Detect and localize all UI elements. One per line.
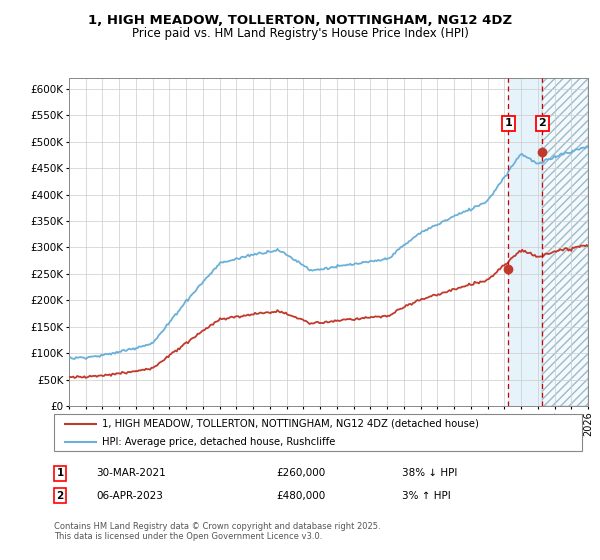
Bar: [542, 78, 588, 406]
Text: 1, HIGH MEADOW, TOLLERTON, NOTTINGHAM, NG12 4DZ (detached house): 1, HIGH MEADOW, TOLLERTON, NOTTINGHAM, N…: [101, 418, 478, 428]
Text: HPI: Average price, detached house, Rushcliffe: HPI: Average price, detached house, Rush…: [101, 437, 335, 447]
Text: 2: 2: [56, 491, 64, 501]
FancyBboxPatch shape: [54, 414, 582, 451]
Text: 30-MAR-2021: 30-MAR-2021: [96, 468, 166, 478]
Text: 1: 1: [505, 118, 512, 128]
Text: £480,000: £480,000: [276, 491, 325, 501]
Text: 3% ↑ HPI: 3% ↑ HPI: [402, 491, 451, 501]
Bar: [542, 78, 588, 406]
Text: 1: 1: [56, 468, 64, 478]
Bar: [508, 78, 542, 406]
Text: 1, HIGH MEADOW, TOLLERTON, NOTTINGHAM, NG12 4DZ: 1, HIGH MEADOW, TOLLERTON, NOTTINGHAM, N…: [88, 14, 512, 27]
Text: 06-APR-2023: 06-APR-2023: [96, 491, 163, 501]
Text: 38% ↓ HPI: 38% ↓ HPI: [402, 468, 457, 478]
Text: 2: 2: [538, 118, 546, 128]
Text: £260,000: £260,000: [276, 468, 325, 478]
Text: Price paid vs. HM Land Registry's House Price Index (HPI): Price paid vs. HM Land Registry's House …: [131, 27, 469, 40]
Text: Contains HM Land Registry data © Crown copyright and database right 2025.
This d: Contains HM Land Registry data © Crown c…: [54, 522, 380, 542]
